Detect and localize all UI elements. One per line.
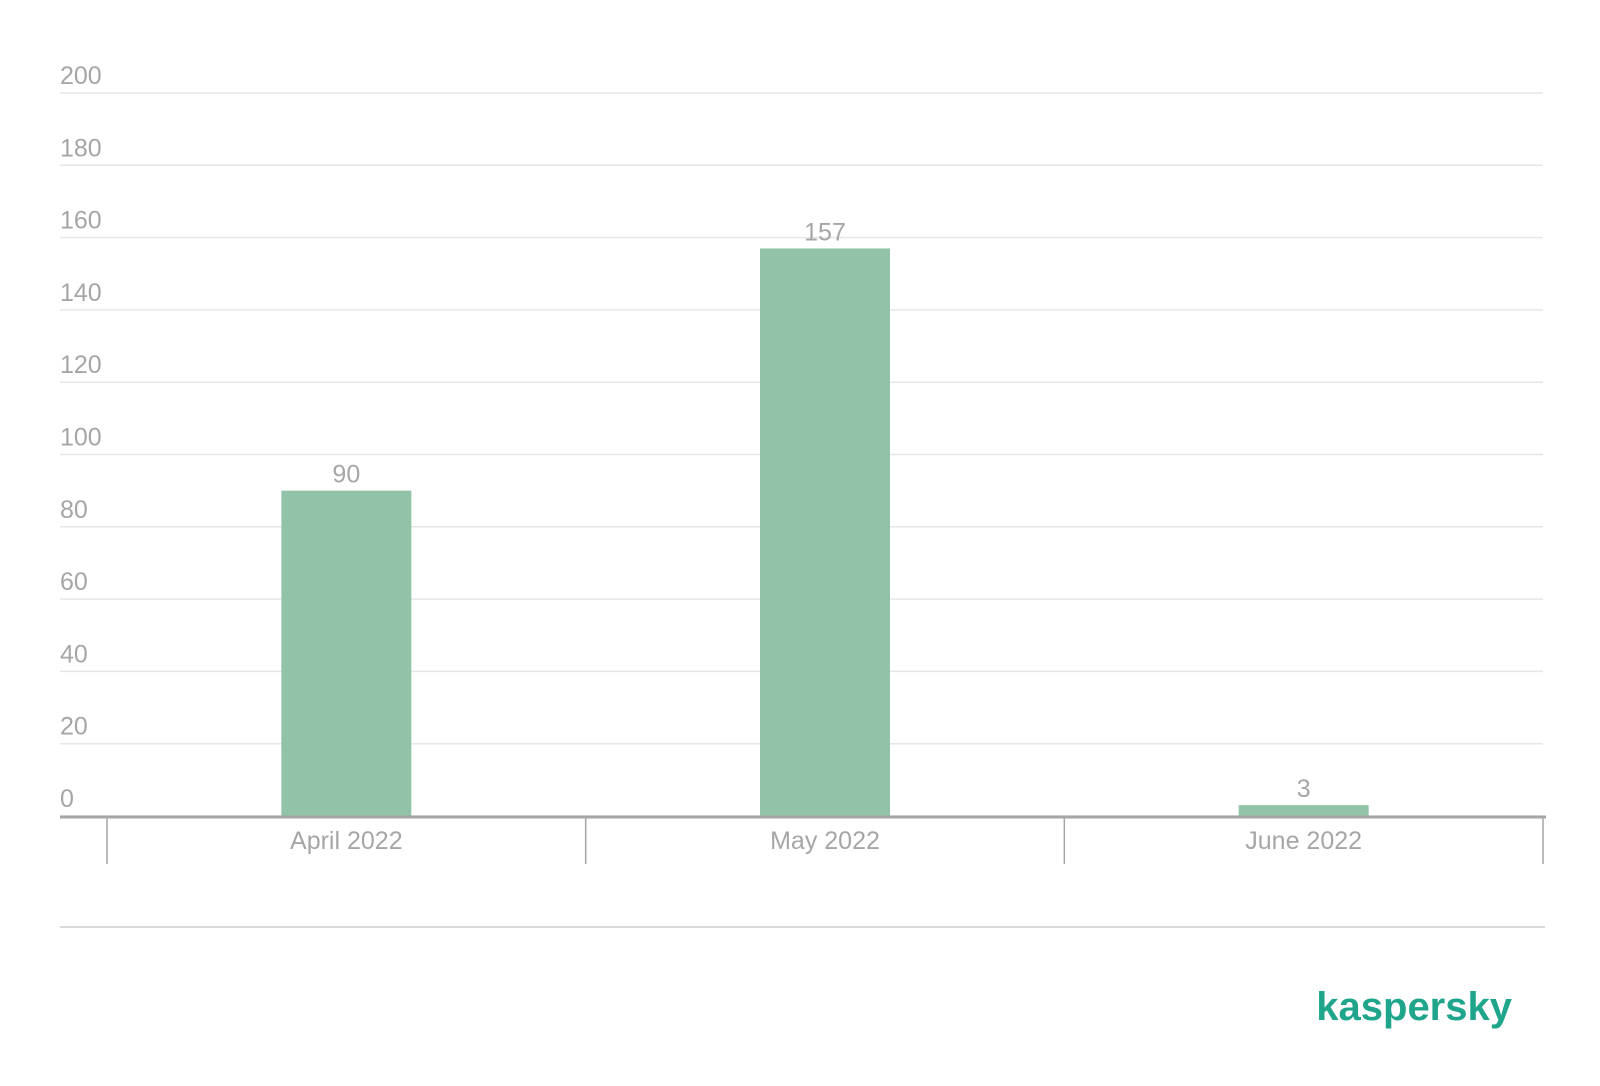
bar: [281, 490, 412, 816]
bar: [760, 248, 890, 816]
y-tick-label: 120: [60, 351, 102, 379]
y-tick-label: 20: [60, 713, 88, 741]
y-tick-label: 180: [60, 134, 102, 162]
brand-logo: kaspersky: [1316, 985, 1512, 1029]
y-tick-label: 160: [60, 207, 102, 235]
data-label: 157: [804, 218, 846, 246]
x-tick-label: June 2022: [1245, 827, 1362, 855]
y-tick-label: 80: [60, 496, 88, 524]
bar: [1238, 805, 1369, 816]
y-tick-label: 40: [60, 640, 88, 668]
x-tick-label: April 2022: [290, 827, 403, 855]
y-tick-label: 100: [60, 424, 102, 452]
y-tick-label: 60: [60, 568, 88, 596]
data-label: 90: [332, 461, 360, 489]
data-label: 3: [1297, 775, 1311, 803]
y-tick-label: 0: [60, 785, 74, 813]
y-tick-label: 200: [60, 62, 102, 90]
x-tick-label: May 2022: [770, 827, 880, 855]
y-tick-label: 140: [60, 279, 102, 307]
